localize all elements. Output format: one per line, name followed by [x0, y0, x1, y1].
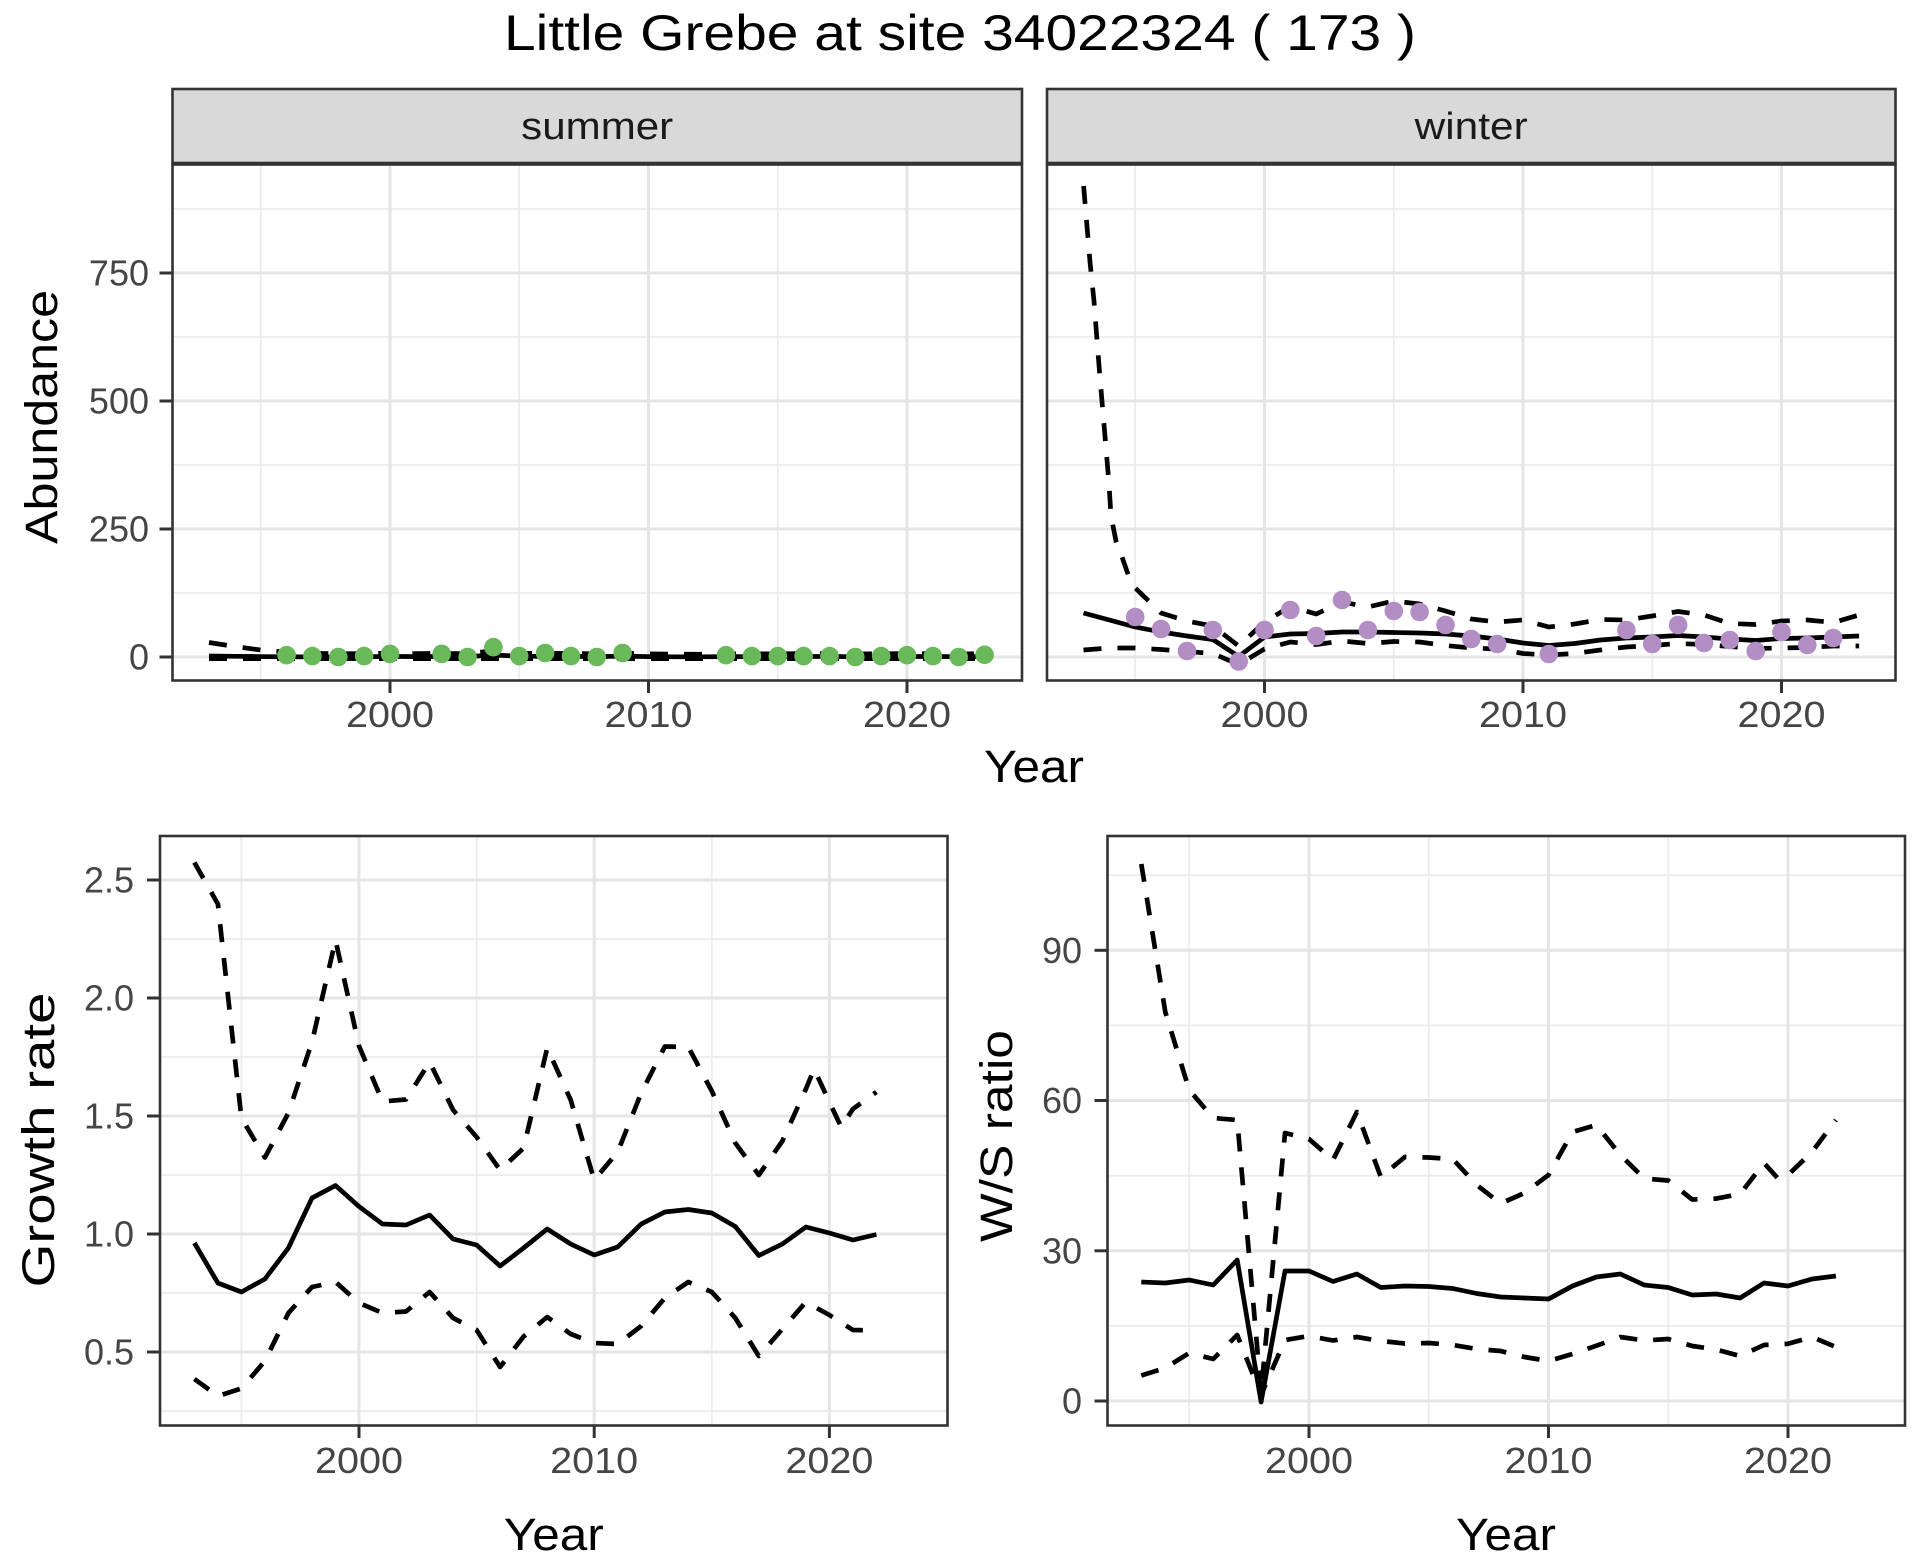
svg-text:500: 500 — [89, 381, 149, 422]
svg-text:1.0: 1.0 — [84, 1214, 134, 1255]
svg-text:Abundance: Abundance — [16, 290, 67, 544]
svg-text:2020: 2020 — [1744, 1440, 1832, 1481]
svg-text:2000: 2000 — [1265, 1440, 1353, 1481]
svg-text:W/S ratio: W/S ratio — [971, 1030, 1022, 1242]
svg-text:Year: Year — [984, 741, 1084, 792]
svg-text:2000: 2000 — [1221, 694, 1309, 735]
svg-text:2.0: 2.0 — [84, 978, 134, 1019]
svg-text:summer: summer — [521, 106, 673, 148]
svg-text:2010: 2010 — [1479, 694, 1567, 735]
svg-text:0.5: 0.5 — [84, 1332, 134, 1373]
svg-text:1.5: 1.5 — [84, 1096, 134, 1137]
svg-text:Year: Year — [1456, 1509, 1556, 1560]
svg-text:2020: 2020 — [863, 694, 951, 735]
svg-text:2020: 2020 — [1738, 694, 1826, 735]
svg-text:0: 0 — [1062, 1381, 1082, 1422]
svg-text:0: 0 — [129, 637, 149, 678]
svg-text:750: 750 — [89, 253, 149, 294]
svg-text:Year: Year — [504, 1509, 604, 1560]
svg-text:90: 90 — [1042, 930, 1082, 971]
svg-text:30: 30 — [1042, 1230, 1082, 1271]
svg-text:2000: 2000 — [315, 1440, 403, 1481]
svg-text:Growth rate: Growth rate — [13, 993, 64, 1288]
svg-text:2010: 2010 — [605, 694, 693, 735]
svg-text:Little Grebe at site 34022324: Little Grebe at site 34022324 ( 173 ) — [504, 5, 1416, 61]
svg-text:2.5: 2.5 — [84, 860, 134, 901]
svg-text:2000: 2000 — [346, 694, 434, 735]
svg-text:60: 60 — [1042, 1080, 1082, 1121]
svg-text:2010: 2010 — [550, 1440, 638, 1481]
svg-text:2020: 2020 — [785, 1440, 873, 1481]
svg-text:winter: winter — [1414, 106, 1528, 148]
svg-text:2010: 2010 — [1505, 1440, 1593, 1481]
svg-text:250: 250 — [89, 509, 149, 550]
